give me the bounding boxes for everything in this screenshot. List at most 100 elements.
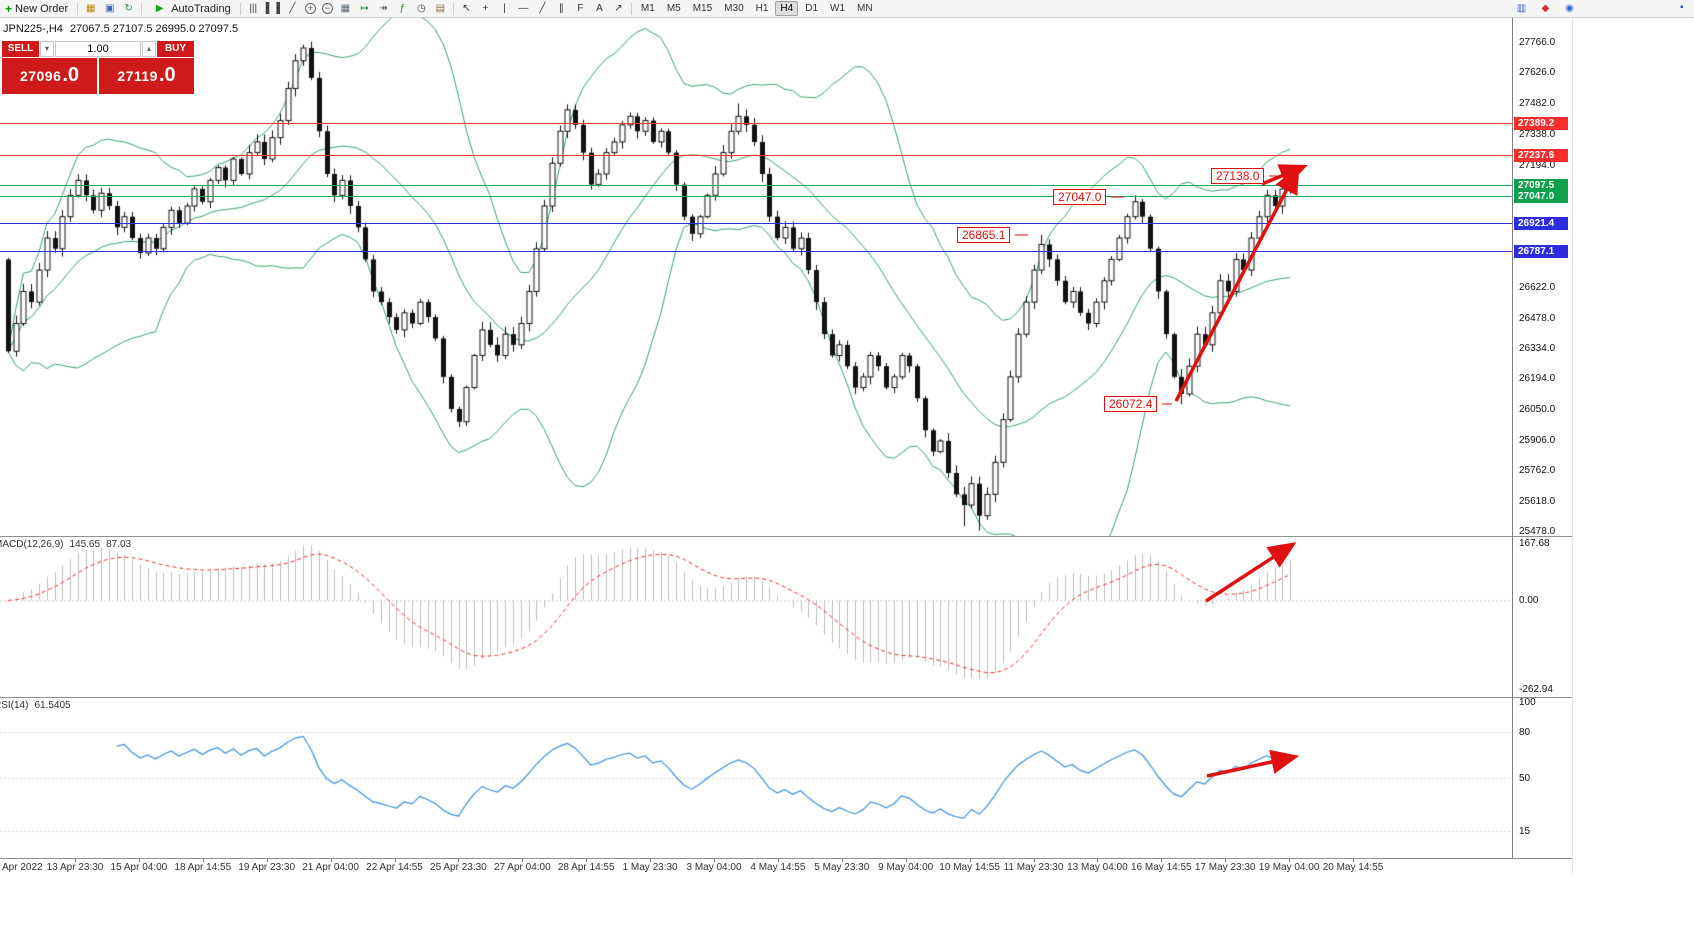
lot-size-input[interactable]: 1.00 (55, 41, 141, 57)
zoom-in-icon[interactable]: + (304, 3, 316, 14)
price-chart-canvas[interactable] (0, 17, 1512, 536)
price-callout-label: 27047.0 (1053, 189, 1107, 205)
price-tick-label: 27626.0 (1519, 67, 1556, 78)
date-tick (1289, 859, 1290, 862)
sell-price-main: 27096 (19, 68, 62, 84)
macd-value-main: 145.65 (69, 539, 101, 550)
profiles-icon[interactable]: ▣ (104, 3, 115, 14)
price-tick-label: 26194.0 (1519, 373, 1556, 384)
charts-grid-icon[interactable]: ▦ (85, 3, 96, 14)
buy-price-button[interactable]: 27119.0 (99, 58, 194, 94)
macd-scale-label: 167.68 (1519, 538, 1550, 549)
lot-increase-button[interactable]: ▴ (142, 41, 156, 57)
price-tick-label: 27194.0 (1519, 160, 1556, 171)
date-label: Apr 2022 (2, 862, 43, 873)
macd-indicator-panel: MACD(12,26,9) 145.65 87.03 (0, 536, 1512, 697)
timeframe-button-m5[interactable]: M5 (666, 3, 681, 14)
text-icon[interactable]: A (596, 3, 603, 14)
sell-button[interactable]: SELL (2, 41, 39, 57)
buy-button[interactable]: BUY (157, 41, 194, 57)
autotrading-button[interactable]: ▶ AutoTrading (146, 1, 236, 16)
buy-price-pips: .0 (158, 63, 176, 86)
price-scale[interactable]: 27766.0 27626.0 27482.0 27338.0 27194.0 26622… (1512, 17, 1572, 875)
timeframe-button-m15[interactable]: M15 (692, 3, 713, 14)
channel-icon[interactable]: ∥ (558, 3, 564, 14)
date-label: 18 Apr 14:55 (174, 862, 232, 873)
macd-scale-label: 0.00 (1519, 595, 1539, 606)
dock-icon[interactable]: ▪ (1680, 2, 1684, 13)
macd-scale-label: -262.94 (1519, 684, 1553, 695)
periods-icon[interactable]: ◷ (417, 3, 426, 14)
price-tag: 27389.2 (1514, 117, 1568, 130)
date-label: 22 Apr 14:55 (366, 862, 423, 873)
macd-value-signal: 87.03 (106, 539, 132, 550)
timeframe-button-m1[interactable]: M1 (640, 3, 655, 14)
price-tick-label: 26334.0 (1519, 343, 1556, 354)
rsi-canvas[interactable] (0, 698, 1512, 858)
timeframe-toolbar: M1 M5 M15 M30 H1 H4 D1 W1 MN (636, 1, 878, 16)
rsi-label: RSI(14) (0, 700, 29, 711)
date-label: 17 May 23:30 (1194, 862, 1256, 873)
chart-shift-icon[interactable]: ↠ (379, 3, 388, 14)
horizontal-line-icon[interactable]: ― (518, 3, 529, 14)
timeframe-button-h4[interactable]: H4 (775, 1, 799, 16)
horizontal-line-object (0, 185, 1512, 186)
indicators-icon[interactable]: ƒ (399, 3, 406, 14)
price-tag: 27237.6 (1514, 149, 1568, 162)
price-tick-label: 25762.0 (1519, 465, 1556, 476)
cursor-icon[interactable]: ↖ (462, 3, 471, 14)
bar-chart-icon[interactable]: ||| (249, 3, 258, 14)
candlestick-chart-icon[interactable]: ▌▐ (265, 3, 280, 14)
date-label: 13 Apr 23:30 (46, 862, 104, 873)
date-tick (1225, 859, 1226, 862)
sell-price-button[interactable]: 27096.0 (2, 58, 97, 94)
arrows-icon[interactable]: ↗ (614, 3, 623, 14)
date-label: 19 May 04:00 (1258, 862, 1320, 873)
date-tick (139, 859, 140, 862)
price-tag: 26921.4 (1514, 217, 1568, 230)
timeframe-button-w1[interactable]: W1 (830, 3, 846, 14)
tile-windows-icon[interactable]: ▦ (340, 3, 351, 14)
line-chart-icon[interactable]: ╱ (289, 3, 296, 14)
date-label: 25 Apr 23:30 (430, 862, 487, 873)
sell-price-pips: .0 (62, 63, 80, 86)
fibonacci-icon[interactable]: F (577, 3, 584, 14)
date-label: 15 Apr 04:00 (110, 862, 168, 873)
mql-community-icon[interactable]: ◉ (1565, 3, 1574, 14)
date-label: 21 Apr 04:00 (302, 862, 359, 873)
templates-icon[interactable]: ▤ (435, 3, 446, 14)
horizontal-line-object (0, 123, 1512, 124)
crosshair-icon[interactable]: + (482, 3, 489, 14)
price-tick-label: 27766.0 (1519, 37, 1556, 48)
date-label: 19 Apr 23:30 (238, 862, 296, 873)
date-tick (331, 859, 332, 862)
alerts-icon[interactable]: ◆ (1541, 3, 1550, 14)
auto-scroll-icon[interactable]: ↦ (360, 3, 369, 14)
macd-label: MACD(12,26,9) (0, 539, 64, 550)
date-tick (1353, 859, 1354, 862)
market-watch-icon[interactable]: ▥ (1516, 3, 1527, 14)
macd-canvas[interactable] (0, 537, 1512, 697)
date-label: 16 May 14:55 (1130, 862, 1192, 873)
lot-decrease-button[interactable]: ▾ (40, 41, 54, 57)
time-axis[interactable]: Apr 2022 13 Apr 23:30 15 Apr 04:00 18 Apr 1… (0, 858, 1572, 875)
timeframe-button-h1[interactable]: H1 (755, 3, 769, 14)
price-tick-label: 26478.0 (1519, 313, 1556, 324)
price-tag: 27047.0 (1514, 190, 1568, 203)
timeframe-button-d1[interactable]: D1 (805, 3, 819, 14)
trendline-icon[interactable]: ╱ (539, 3, 546, 14)
date-tick (778, 859, 779, 862)
price-callout-label: 27138.0 (1211, 168, 1265, 184)
timeframe-button-m30[interactable]: M30 (724, 3, 744, 14)
date-label: 11 May 23:30 (1003, 862, 1064, 873)
price-tick-label: 25906.0 (1519, 435, 1556, 446)
date-tick (203, 859, 204, 862)
timeframe-button-mn[interactable]: MN (857, 3, 873, 14)
date-tick (1161, 859, 1162, 862)
zoom-out-icon[interactable]: − (321, 3, 333, 14)
new-order-button[interactable]: + New Order (0, 1, 73, 16)
vertical-line-icon[interactable]: | (503, 3, 506, 14)
price-callout-label: 26865.1 (957, 227, 1011, 243)
date-tick (714, 859, 715, 862)
refresh-icon[interactable]: ↻ (124, 3, 133, 14)
